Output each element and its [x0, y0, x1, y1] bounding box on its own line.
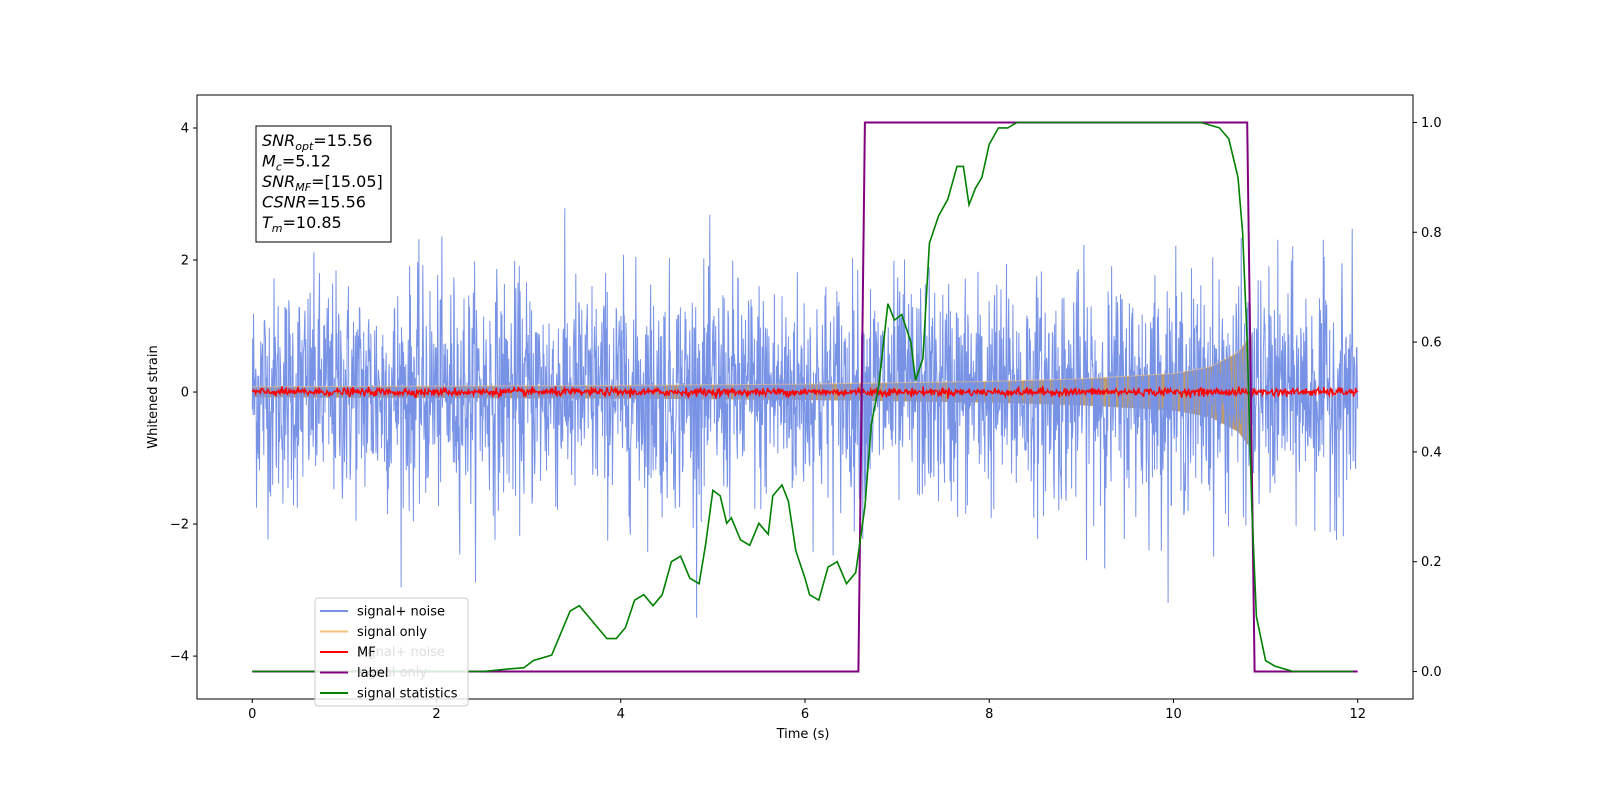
- y-tick-label: 2: [181, 254, 189, 269]
- x-tick-label: 6: [801, 707, 809, 722]
- y-tick-label: 4: [181, 122, 189, 137]
- y2-tick-label: 1.0: [1421, 116, 1442, 131]
- series-mf: [251, 384, 1359, 400]
- y2-tick-label: 0.4: [1421, 445, 1442, 460]
- legend-label: MF: [357, 646, 376, 661]
- x-tick-label: 0: [248, 707, 256, 722]
- legend-label: label: [357, 666, 388, 681]
- y-tick-label: 0: [181, 386, 189, 401]
- legend-frame: [314, 597, 469, 707]
- x-tick-label: 8: [985, 707, 993, 722]
- plot-area: [251, 121, 1359, 673]
- x-axis-label: Time (s): [776, 727, 830, 742]
- y-axis-left: −4 −2 0 2 4: [170, 122, 197, 665]
- x-tick-label: 10: [1165, 707, 1182, 722]
- annotation-line: Tm=10.85: [262, 213, 342, 235]
- legend-ghost-label: signal only: [357, 666, 427, 681]
- annotation-box-frame: [255, 125, 392, 243]
- y2-tick-label: 0.6: [1421, 336, 1442, 351]
- x-tick-label: 4: [617, 707, 625, 722]
- y-tick-label: −2: [170, 518, 189, 533]
- x-axis: 0 2 4 6 8 10 12: [248, 699, 1366, 722]
- annotation-box: SNRopt=15.56Mc=5.12SNRMF=[15.05]CSNR=15.…: [255, 125, 392, 243]
- annotation-line: Mc=5.12: [262, 152, 331, 174]
- series-signal-only: [252, 333, 1253, 388]
- y2-tick-label: 0.2: [1421, 555, 1442, 570]
- annotation-line: SNRMF=[15.05]: [262, 172, 383, 194]
- legend-ghost: signal+ noise signal only: [357, 645, 445, 681]
- signal-only-envelope: [252, 334, 1252, 451]
- y-axis-right: 0.0 0.2 0.4 0.6 0.8 1.0: [1413, 116, 1442, 680]
- y-tick-label: −4: [170, 650, 189, 665]
- legend-ghost-label: signal+ noise: [357, 645, 445, 660]
- legend-items: signal+ noise signal only MF label signal st…: [320, 605, 458, 702]
- y2-tick-label: 0.0: [1421, 665, 1442, 680]
- legend-label: signal statistics: [357, 687, 458, 702]
- legend-label: signal only: [357, 625, 427, 640]
- annotation-line: CSNR=15.56: [262, 193, 366, 212]
- annotation-line: SNRopt=15.56: [262, 131, 373, 153]
- annotation-lines: SNRopt=15.56Mc=5.12SNRMF=[15.05]CSNR=15.…: [262, 131, 383, 235]
- x-tick-label: 2: [432, 707, 440, 722]
- series-signal-plus-noise: [251, 208, 1359, 618]
- legend-label: signal+ noise: [357, 605, 445, 620]
- y-axis-label: Whitened strain: [146, 345, 161, 448]
- y2-tick-label: 0.8: [1421, 226, 1442, 241]
- series-signal-statistics: [252, 121, 1354, 673]
- x-tick-label: 12: [1349, 707, 1366, 722]
